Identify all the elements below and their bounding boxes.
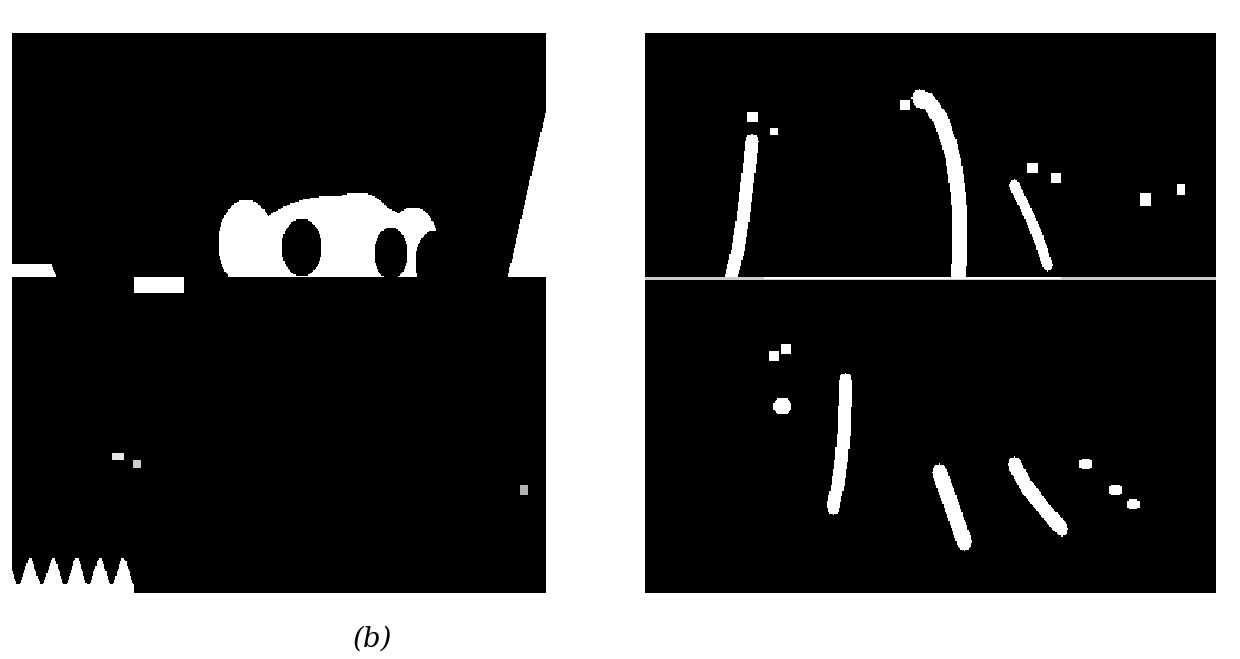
Text: (a): (a) bbox=[353, 428, 391, 455]
Text: (b): (b) bbox=[352, 626, 392, 652]
